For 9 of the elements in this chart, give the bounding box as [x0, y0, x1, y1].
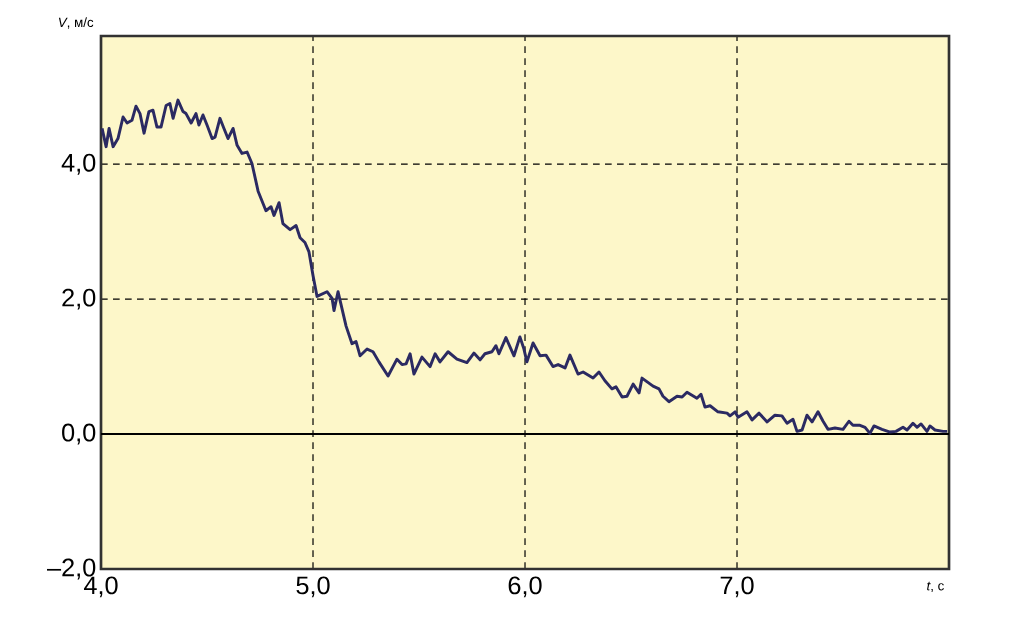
y-tick-label: 4,0: [61, 153, 96, 175]
x-axis-title: t, с: [927, 581, 944, 593]
x-tick-label: 6,0: [508, 576, 542, 598]
x-tick-label: 5,0: [296, 576, 330, 598]
line-series: [100, 98, 949, 435]
y-tick-label: 0,0: [62, 423, 96, 445]
y-axis-title: V, м/с: [58, 17, 94, 29]
x-tick-label: 7,0: [720, 576, 754, 598]
y-tick-label: 2,0: [62, 288, 96, 310]
